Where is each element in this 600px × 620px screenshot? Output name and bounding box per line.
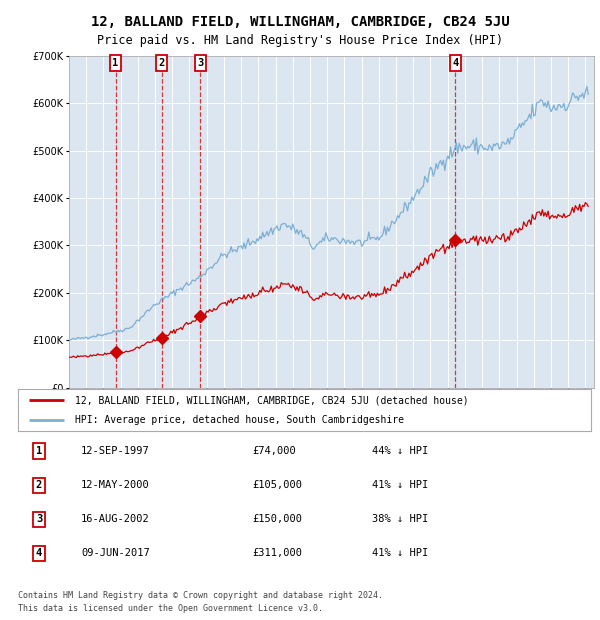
Text: 4: 4 (36, 548, 42, 559)
Text: 12-SEP-1997: 12-SEP-1997 (81, 446, 150, 456)
Text: 12-MAY-2000: 12-MAY-2000 (81, 480, 150, 490)
Text: 2: 2 (158, 58, 164, 68)
Text: 16-AUG-2002: 16-AUG-2002 (81, 514, 150, 525)
Text: 3: 3 (197, 58, 203, 68)
Text: HPI: Average price, detached house, South Cambridgeshire: HPI: Average price, detached house, Sout… (76, 415, 404, 425)
Text: 12, BALLAND FIELD, WILLINGHAM, CAMBRIDGE, CB24 5JU (detached house): 12, BALLAND FIELD, WILLINGHAM, CAMBRIDGE… (76, 395, 469, 405)
Text: This data is licensed under the Open Government Licence v3.0.: This data is licensed under the Open Gov… (18, 604, 323, 613)
Text: 1: 1 (112, 58, 119, 68)
Text: 1: 1 (36, 446, 42, 456)
Text: 3: 3 (36, 514, 42, 525)
Text: Contains HM Land Registry data © Crown copyright and database right 2024.: Contains HM Land Registry data © Crown c… (18, 591, 383, 600)
Text: 38% ↓ HPI: 38% ↓ HPI (372, 514, 428, 525)
Text: 09-JUN-2017: 09-JUN-2017 (81, 548, 150, 559)
Text: £74,000: £74,000 (252, 446, 296, 456)
Text: Price paid vs. HM Land Registry's House Price Index (HPI): Price paid vs. HM Land Registry's House … (97, 34, 503, 46)
Text: 2: 2 (36, 480, 42, 490)
Text: 44% ↓ HPI: 44% ↓ HPI (372, 446, 428, 456)
Text: £105,000: £105,000 (252, 480, 302, 490)
Text: £311,000: £311,000 (252, 548, 302, 559)
Text: 4: 4 (452, 58, 458, 68)
Text: £150,000: £150,000 (252, 514, 302, 525)
Text: 41% ↓ HPI: 41% ↓ HPI (372, 548, 428, 559)
Text: 12, BALLAND FIELD, WILLINGHAM, CAMBRIDGE, CB24 5JU: 12, BALLAND FIELD, WILLINGHAM, CAMBRIDGE… (91, 15, 509, 29)
Text: 41% ↓ HPI: 41% ↓ HPI (372, 480, 428, 490)
